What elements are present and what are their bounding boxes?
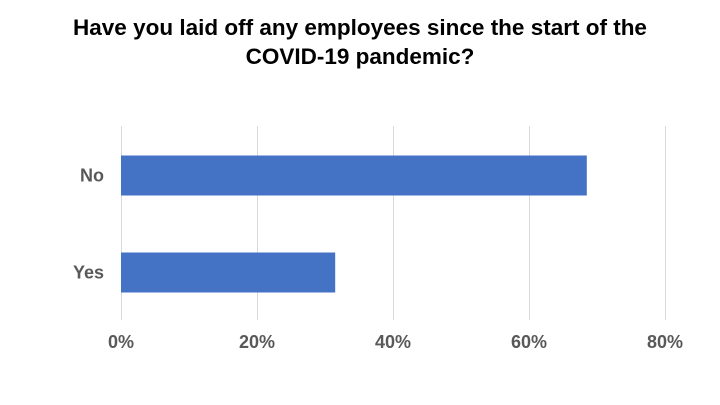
chart-title-line-2: COVID-19 pandemic? [245, 44, 475, 69]
chart-title: Have you laid off any employees since th… [0, 13, 720, 71]
x-tick-label-40: 40% [375, 332, 411, 352]
x-tick-label-80: 80% [647, 332, 683, 352]
chart-title-line-1: Have you laid off any employees since th… [73, 15, 647, 40]
category-labels: No Yes [73, 166, 104, 283]
bar-yes [121, 252, 336, 293]
x-tick-label-0: 0% [108, 332, 134, 352]
category-label-yes: Yes [73, 263, 104, 283]
x-tick-labels: 0% 20% 40% 60% 80% [108, 332, 683, 352]
category-label-no: No [80, 166, 104, 186]
x-tick-label-20: 20% [239, 332, 275, 352]
bar-no [121, 155, 587, 196]
bars [121, 155, 587, 293]
x-tick-label-60: 60% [511, 332, 547, 352]
